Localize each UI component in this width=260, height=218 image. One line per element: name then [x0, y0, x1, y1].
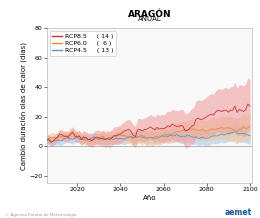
- Text: © Agencia Estatal de Meteorología: © Agencia Estatal de Meteorología: [5, 213, 77, 217]
- Legend: RCP8.5     ( 14 ), RCP6.0     (  6 ), RCP4.5     ( 13 ): RCP8.5 ( 14 ), RCP6.0 ( 6 ), RCP4.5 ( 13…: [50, 31, 116, 56]
- X-axis label: Año: Año: [143, 195, 156, 201]
- Text: ANUAL: ANUAL: [138, 16, 161, 22]
- Text: aemet: aemet: [225, 208, 252, 217]
- Title: ARAGÓN: ARAGÓN: [128, 10, 171, 19]
- Y-axis label: Cambio duración olas de calor (días): Cambio duración olas de calor (días): [19, 42, 27, 170]
